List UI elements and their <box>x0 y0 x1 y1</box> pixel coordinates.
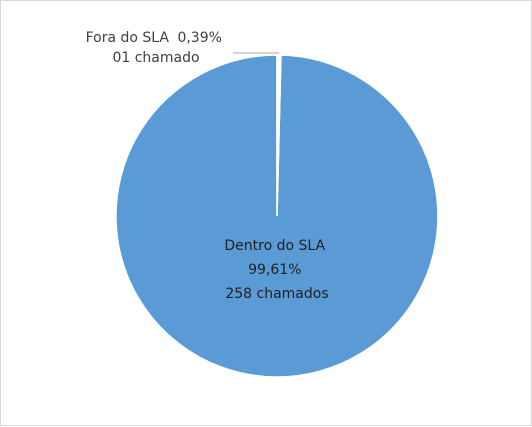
slice-percent-dentro-do-sla: 99,61% <box>248 262 301 278</box>
slice-name-dentro-do-sla: Dentro do SLA <box>224 238 325 254</box>
slice-name-fora-do-sla: Fora do SLA <box>86 30 170 46</box>
pie-slices <box>116 55 438 377</box>
data-label-fora-do-sla-line1: Fora do SLA 0,39% <box>86 30 227 46</box>
slice-count-fora-do-sla: 01 chamado <box>112 50 199 66</box>
data-label-fora-do-sla: Fora do SLA 0,39% 01 chamado <box>86 30 227 66</box>
slice-count-dentro-do-sla: 258 chamados <box>225 286 328 302</box>
slice-percent-fora-do-sla: 0,39% <box>177 30 221 46</box>
